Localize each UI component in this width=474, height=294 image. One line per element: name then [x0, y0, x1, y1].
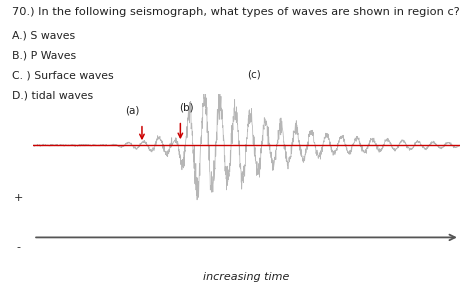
Text: B.) P Waves: B.) P Waves [12, 51, 76, 61]
Text: 70.) In the following seismograph, what types of waves are shown in region c?: 70.) In the following seismograph, what … [12, 7, 460, 17]
Text: increasing time: increasing time [203, 272, 290, 282]
Text: D.) tidal waves: D.) tidal waves [12, 91, 93, 101]
Text: +: + [14, 193, 23, 203]
Text: (a): (a) [126, 106, 140, 116]
Text: -: - [16, 242, 20, 252]
Text: C. ) Surface waves: C. ) Surface waves [12, 71, 113, 81]
Text: (c): (c) [247, 70, 261, 80]
Text: A.) S waves: A.) S waves [12, 31, 75, 41]
Text: (b): (b) [180, 103, 194, 113]
